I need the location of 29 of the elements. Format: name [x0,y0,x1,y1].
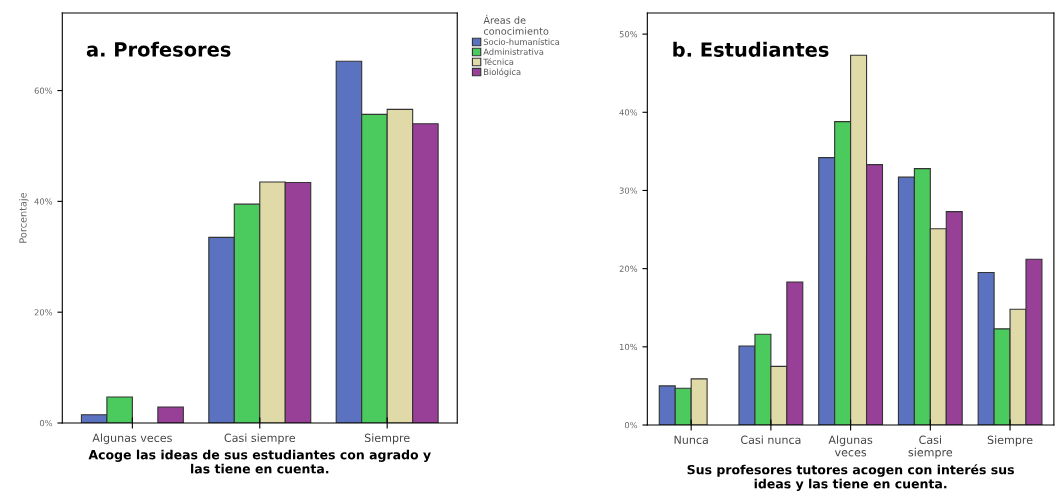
x-tick-label: Casi siempre [908,435,953,459]
y-tick-label: 60% [34,87,53,94]
x-tick-label: Nunca [674,435,708,445]
x-axis-title: Acoge las ideas de sus estudiantes con agrado y las tiene en cuenta. [88,449,431,474]
x-tick-label: Casi siempre [224,433,296,445]
y-tick-label: 30% [619,187,638,194]
y-tick-label: 0% [624,421,638,429]
y-tick-label: 50% [619,31,638,38]
legend-label: Administrativa [483,48,544,55]
legend-label: Socio-humanística [483,38,560,45]
y-tick-label: 10% [620,343,638,351]
y-axis-title: Porcentaje [19,192,29,243]
y-tick-label: 40% [619,109,638,116]
y-tick-label: 0% [39,419,53,427]
bar [157,406,184,423]
x-tick-label: Algunas veces [92,433,172,445]
text: a. Profesores [86,41,231,57]
x-tick-label: Algunas veces [828,435,873,457]
legend-label: Biológica [484,68,521,77]
text: b. Estudiantes [673,41,829,57]
legend-title: Áreas de conocimiento [483,14,549,35]
y-tick-label: 20% [34,309,53,316]
x-axis-title: Sus profesores tutores acogen con interés sus ideas y las tiene en cuenta. [687,464,1014,491]
x-tick-label: Siempre [364,433,410,445]
y-tick-label: 40% [34,198,53,205]
legend-label: Técnica [483,58,514,65]
y-tick-label: 20% [619,265,638,272]
x-tick-label: Siempre [987,435,1033,447]
x-tick-label: Casi nunca [741,435,801,445]
